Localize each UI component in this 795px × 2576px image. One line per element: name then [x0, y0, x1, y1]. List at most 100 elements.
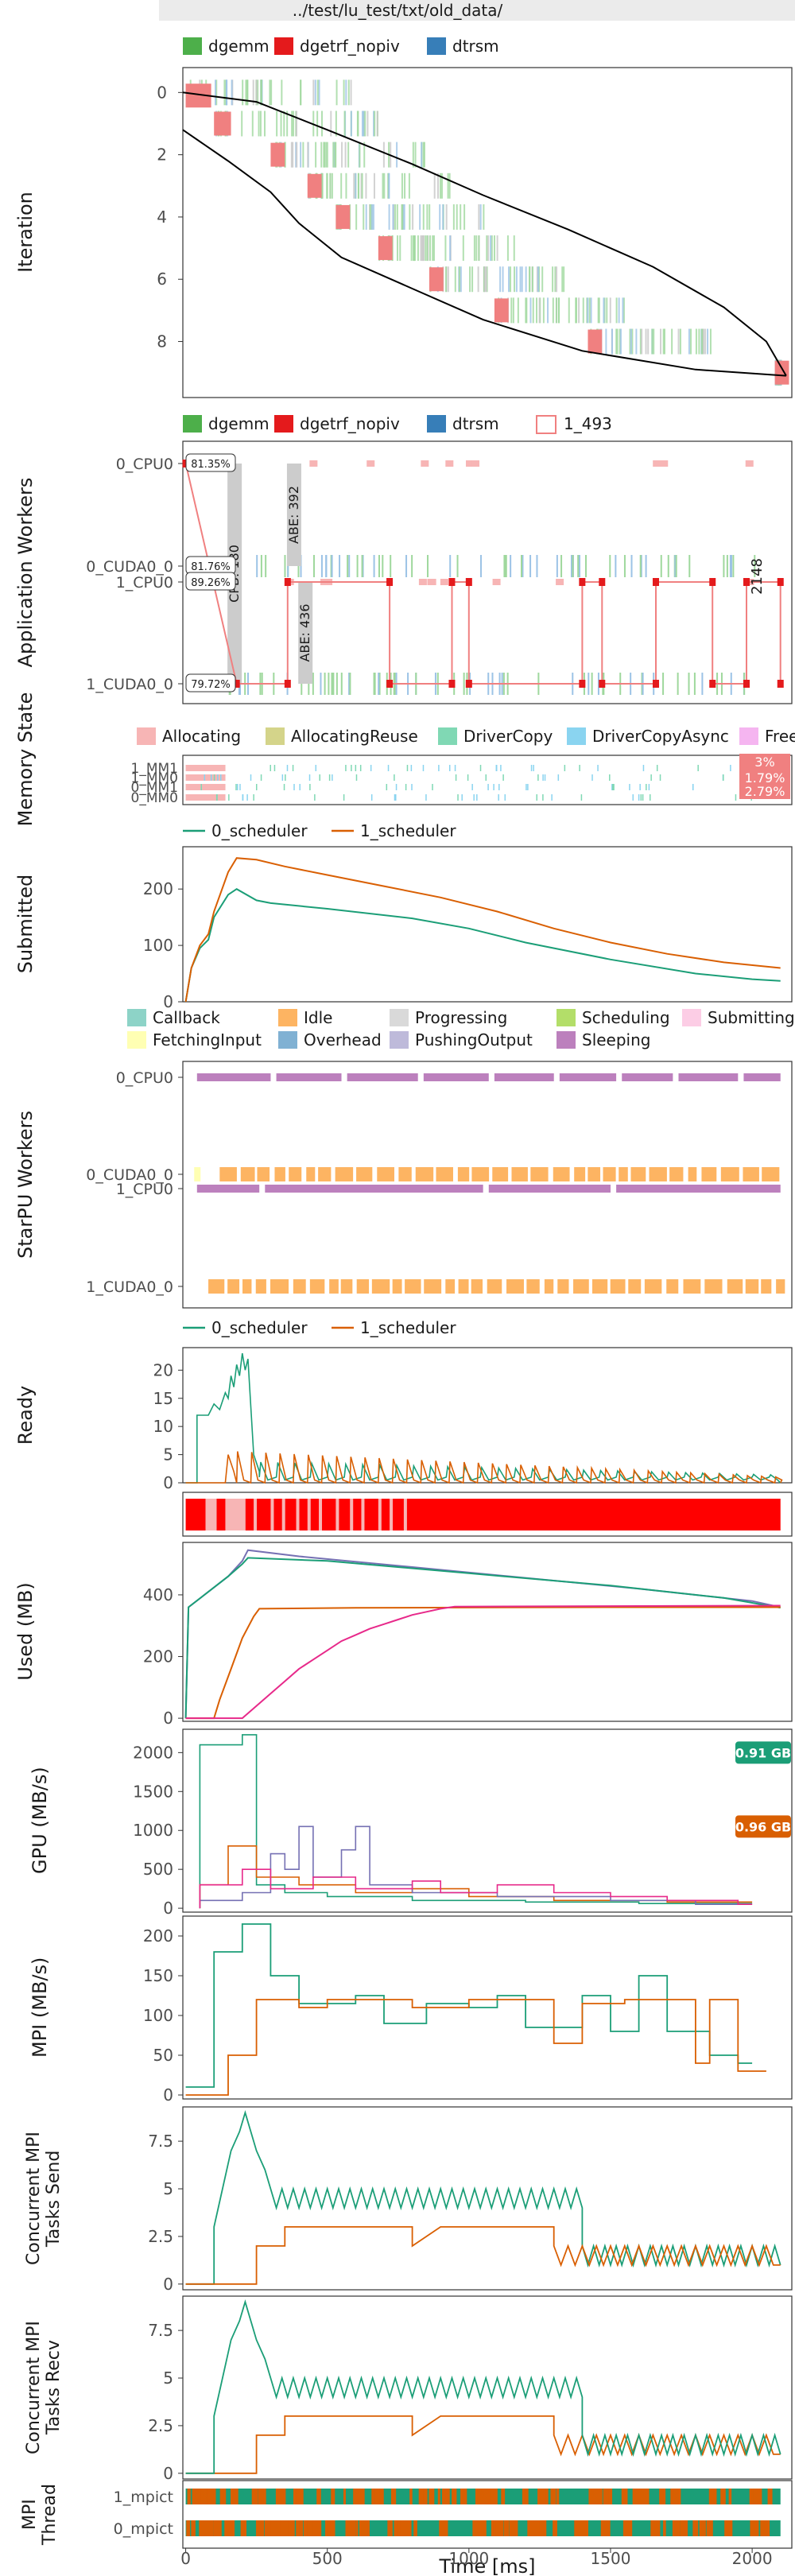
state-strip-gap [205, 1499, 217, 1530]
legend-label: Overhead [304, 1030, 382, 1049]
legend-swatch [274, 415, 293, 433]
mpi-ytick-label: 100 [143, 2006, 173, 2025]
appworkers-task-tick [480, 555, 483, 577]
appworkers-badge [185, 673, 236, 692]
iteration-task-tick [615, 297, 618, 324]
appworkers-cpu-task [427, 579, 436, 585]
mpithread-segment [680, 2520, 687, 2536]
gpu-ytick-label: 500 [143, 1860, 173, 1879]
used-ylabel: Used (MB) [14, 1582, 37, 1681]
state-strip-gap [254, 1499, 258, 1530]
mpithread-segment [355, 2520, 359, 2536]
iteration-task-tick [347, 142, 350, 168]
iteration-task-tick [356, 111, 359, 137]
iteration-task-tick [345, 173, 347, 199]
starpu-idle-segment [506, 1279, 524, 1294]
xaxis-tick-label: 500 [312, 2549, 343, 2568]
appworkers-task-tick [623, 555, 626, 577]
iteration-task-tick [475, 235, 478, 262]
memory-copy-tick [387, 765, 390, 771]
starpu-idle-segment [588, 1167, 601, 1181]
appworkers-task-tick [529, 555, 532, 577]
iteration-task-tick [402, 204, 405, 230]
header-path: ../test/lu_test/txt/old_data/ [293, 1, 503, 20]
send-ytick-label: 2.5 [148, 2227, 173, 2246]
mpithread-segment [219, 2489, 227, 2504]
iteration-frame [182, 67, 793, 398]
iteration-task-tick [372, 204, 374, 230]
gpu-ytick-label: 1500 [133, 1782, 173, 1801]
memory-copy-tick [314, 794, 316, 801]
iteration-task-tick [702, 328, 704, 355]
appworkers-task-tick [688, 555, 691, 577]
appworkers-ytick-label: 0_CPU0 [116, 456, 173, 473]
memory-copy-tick [730, 765, 731, 771]
appworkers-task-tick [560, 555, 563, 577]
iteration-task-tick [426, 235, 429, 262]
legend-swatch [266, 727, 285, 745]
starpu-idle-segment [701, 1167, 717, 1181]
memory-copy-tick [500, 765, 502, 771]
iteration-task-tick [425, 235, 427, 262]
memory-copy-tick [299, 784, 301, 790]
mpithread-segment [331, 2489, 335, 2504]
iteration-task-tick [677, 328, 680, 355]
mpithread-segment [186, 2520, 191, 2536]
mpithread-segment [663, 2520, 666, 2536]
xaxis-tick-label: 0 [180, 2549, 191, 2568]
iteration-ytick-label: 4 [157, 208, 167, 227]
iteration-upper-bound [182, 91, 787, 377]
ready-series-line [185, 1451, 783, 1484]
state-strip-busy [185, 1499, 781, 1530]
submitted-ytick-label: 100 [143, 936, 173, 955]
legend-label: Idle [304, 1008, 332, 1027]
iteration-task-tick [521, 266, 523, 293]
send-ylabel: Concurrent MPI Tasks Send [24, 2132, 64, 2265]
legend-label: 0_scheduler [211, 821, 308, 840]
iteration-task-tick [315, 142, 317, 168]
mpi-ytick-label: 0 [163, 2085, 173, 2105]
starpu-idle-segment [240, 1167, 255, 1181]
mpi-ylabel: MPI (MB/s) [29, 1957, 51, 2058]
iteration-task-tick [312, 80, 315, 106]
iteration-task-tick [554, 266, 556, 293]
iteration-task-tick [575, 297, 577, 324]
iteration-task-tick [525, 266, 527, 293]
appworkers-badge-text: 89.26% [191, 577, 231, 589]
recv-ytick-label: 5 [163, 2368, 173, 2388]
mpithread-segment [720, 2489, 726, 2504]
starpu-idle-segment [649, 1167, 667, 1181]
appworkers-path-1-493 [184, 463, 781, 685]
iteration-chart: dgemm dgetrf_nopiv dtrsm 0 2 4 6 8 [157, 37, 789, 386]
starpu-idle-segment [424, 1279, 442, 1294]
appworkers-path-node [284, 680, 291, 688]
appworkers-task-tick [505, 555, 507, 577]
appworkers-frame [182, 440, 793, 704]
starpu-idle-segment [628, 1279, 642, 1294]
legend-swatch [183, 37, 202, 55]
memory-badge [739, 783, 790, 799]
iteration-task-tick [223, 80, 226, 106]
iteration-task-tick [561, 266, 564, 293]
ready-ytick-label: 20 [153, 1360, 173, 1379]
starpu-ytick-label: 0_CUDA0_0 [86, 1166, 173, 1184]
state-strip-gap [378, 1499, 382, 1530]
appworkers-cpu-task [421, 460, 429, 467]
iteration-dgetrf-block [270, 142, 285, 167]
appworkers-path-node [652, 578, 659, 586]
legend-label: 0_scheduler [211, 1318, 308, 1337]
appworkers-path-node [709, 578, 716, 586]
appworkers-badge [185, 453, 236, 472]
starpu-idle-segment [293, 1279, 306, 1294]
state-strip-gap [296, 1499, 300, 1530]
appworkers-task-tick [335, 673, 338, 695]
iteration-task-tick [471, 266, 474, 293]
memory-copy-tick [542, 774, 544, 781]
iteration-task-tick [568, 297, 570, 324]
appworkers-task-tick [522, 555, 524, 577]
appworkers-cpu-task [309, 460, 318, 467]
mpithread-segment [538, 2520, 546, 2536]
appworkers-cpu-task [418, 579, 427, 585]
memory-copy-tick [355, 765, 357, 771]
iteration-task-tick [709, 328, 712, 355]
